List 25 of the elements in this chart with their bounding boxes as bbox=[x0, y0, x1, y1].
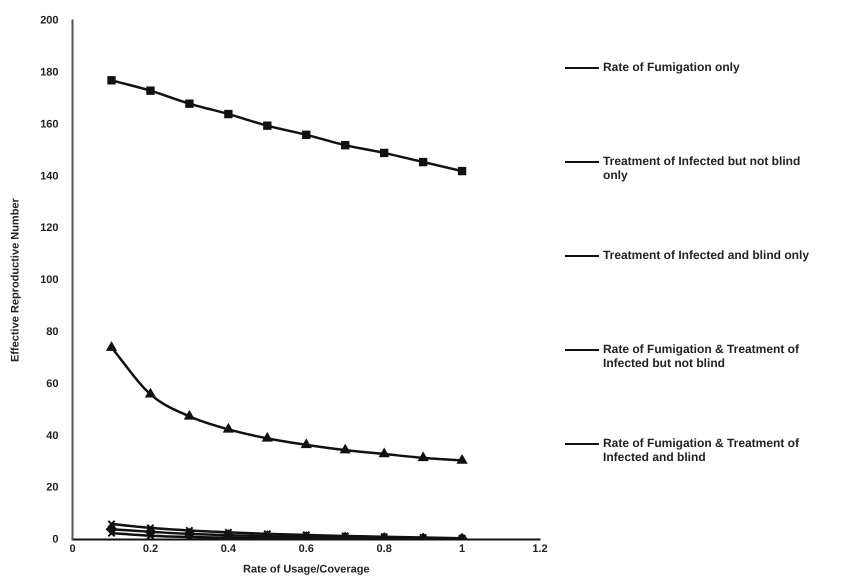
x-tick-label: 0 bbox=[69, 543, 76, 556]
x-tick-label: 0.2 bbox=[142, 543, 158, 556]
y-tick-label: 60 bbox=[46, 378, 59, 390]
x-tick-label: 0.6 bbox=[298, 543, 314, 556]
y-tick-label: 40 bbox=[46, 430, 59, 442]
y-tick-label: 180 bbox=[40, 66, 59, 79]
legend-label: Treatment of Infected but not blind only bbox=[603, 154, 802, 182]
y-tick-label: 0 bbox=[52, 534, 59, 546]
legend-label: Rate of Fumigation & Treatment of Infected but not blind bbox=[603, 342, 800, 370]
x-tick-label: 0.4 bbox=[220, 543, 237, 556]
x-tick-label: 1 bbox=[459, 543, 466, 556]
y-tick-label: 80 bbox=[46, 326, 59, 338]
legend-label: Rate of Fumigation only bbox=[603, 60, 740, 74]
y-tick-label: 140 bbox=[40, 170, 59, 182]
y-tick-label: 120 bbox=[40, 222, 59, 234]
x-axis-title: Rate of Usage/Coverage bbox=[243, 563, 370, 576]
y-tick-label: 200 bbox=[40, 14, 59, 27]
y-tick-label: 100 bbox=[40, 274, 59, 286]
legend-label: Rate of Fumigation & Treatment of Infected and blind bbox=[603, 436, 800, 464]
legend-label: Treatment of Infected and blind only bbox=[603, 248, 810, 262]
y-axis-title: Effective Reproductive Number bbox=[10, 197, 22, 362]
x-tick-label: 1.2 bbox=[532, 543, 548, 556]
y-tick-label: 20 bbox=[46, 482, 59, 494]
x-tick-label: 0.8 bbox=[376, 543, 392, 556]
y-tick-label: 160 bbox=[40, 118, 59, 130]
